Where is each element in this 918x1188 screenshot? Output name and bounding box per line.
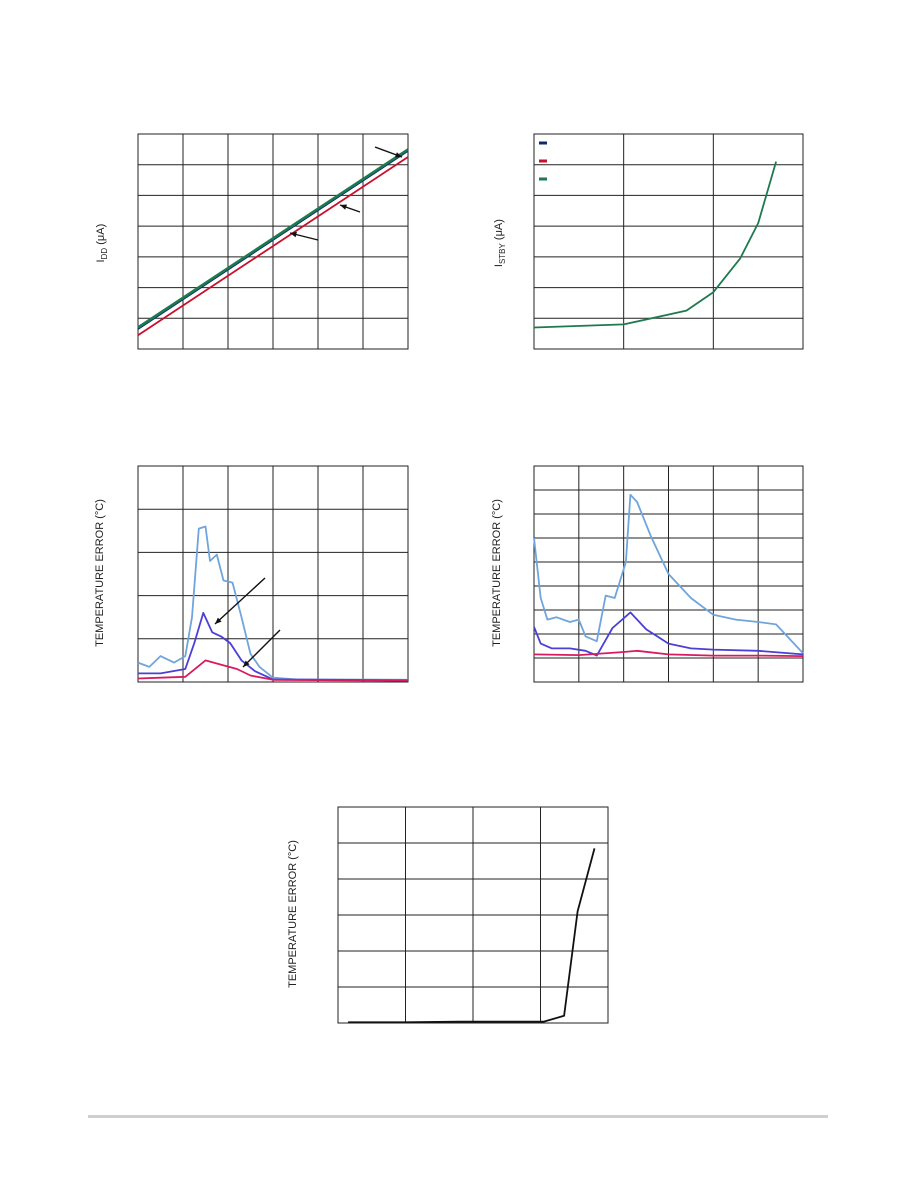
plot-frame [533,133,804,350]
chart-temp-error-left-ylabel: TEMPERATURE ERROR (°C) [94,499,106,647]
annotation-arrow-head [395,152,402,158]
chart-istby [533,133,804,350]
annotation-arrow-head [340,204,347,210]
series-line-0 [533,161,777,329]
footer-rule [88,1115,828,1118]
chart-idd-ylabel: IDD (μA) [94,223,110,263]
chart-temp-error-right [533,465,804,683]
annotation-arrow-head [290,231,297,238]
annotation-arrow-head [215,617,222,624]
series-line-1 [137,156,409,336]
chart-temp-error-bottom-ylabel: TEMPERATURE ERROR (°C) [287,840,299,988]
chart-istby-ylabel: ISTBY (μA) [492,219,508,268]
chart-temp-error-right-ylabel: TEMPERATURE ERROR (°C) [491,499,503,647]
chart-idd [137,133,409,350]
series-line-2 [137,148,409,329]
annotation-arrow-line [214,577,266,625]
series-line-2 [533,649,804,657]
annotation-arrow-line [242,629,281,668]
annotation-arrow-head [243,660,250,667]
series-line-0 [348,848,596,1024]
series-line-1 [138,611,409,682]
series-line-2 [137,659,409,682]
series-line-0 [137,525,409,681]
series-line-1 [533,611,804,657]
chart-temp-error-bottom [337,806,609,1024]
series-line-0 [533,493,804,654]
chart-temp-error-left [137,465,409,683]
